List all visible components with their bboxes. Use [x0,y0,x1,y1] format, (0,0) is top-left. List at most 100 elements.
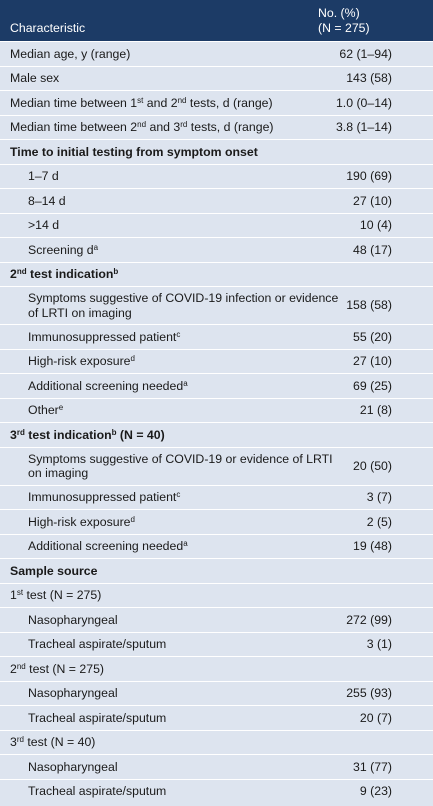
label-text: test (N = 275) [23,588,102,602]
table-row: >14 d 10 (4) [0,212,433,237]
superscript: c [176,329,181,339]
superscript: e [58,403,64,412]
label-text: and 3 [146,120,181,134]
value-cell: 20 (7) [359,710,392,725]
label-text: Immunosuppressed patient [28,329,177,344]
label-cell: Immunosuppressed patientc [0,330,347,345]
label-text: Immunosuppressed patient [28,490,177,504]
label-text: test (N = 275) [25,661,105,676]
superscript: rd [16,735,24,744]
label-text: 3 [10,427,17,442]
label-text: and 2 [143,95,178,110]
table-row: Immunosuppressed patientc 55 (20) [0,324,433,349]
table-row: Nasopharyngeal 31 (77) [0,754,433,779]
value-cell: 190 (69) [346,169,392,183]
label-text: Nasopharyngeal [28,612,118,627]
value-cell: 27 (10) [353,193,392,208]
label-text: Tracheal aspirate/sputum [28,710,167,725]
label-cell: Additional screening neededa [0,539,347,554]
value-cell: 3 (7) [366,490,392,504]
table-row: Tracheal aspirate/sputum 20 (7) [0,705,433,730]
label-text: 2 [10,661,17,676]
value-cell: 10 (4) [359,218,392,232]
value-cell: 55 (20) [353,329,392,344]
table-row: 8–14 d 27 (10) [0,188,433,213]
value-cell: 272 (99) [346,612,392,627]
label-cell: Symptoms suggestive of COVID-19 infectio… [0,291,340,320]
label-cell: 2nd test indicationb [0,267,433,282]
value-cell: 69 (25) [353,378,392,393]
superscript: a [183,539,188,548]
label-text: test indication [24,427,112,442]
label-text: 8–14 d [28,193,66,208]
label-text: tests, d (range) [186,95,273,110]
value-cell: 143 (58) [346,71,392,85]
table-row: Median time between 2nd and 3rd tests, d… [0,114,433,139]
label-text: (N = 40) [116,427,165,442]
value-cell: 3 (1) [366,637,392,651]
header-cell: No. (%) (N = 275) [318,6,433,36]
label-text: Screening d [28,242,94,257]
label-text: test (N = 40) [23,735,96,749]
label-text: High-risk exposure [28,514,131,529]
label-text: Median time between 1 [10,95,138,110]
superscript: st [137,95,144,105]
superscript: b [113,267,119,276]
section-heading-row: Sample source [0,558,433,583]
label-cell: High-risk exposured [0,515,361,530]
label-text: Median age, y (range) [10,46,131,61]
table-row: Tracheal aspirate/sputum 3 (1) [0,631,433,656]
superscript: nd [177,95,187,105]
label-cell: Tracheal aspirate/sputum [0,711,354,726]
value-cell: 158 (58) [346,298,392,313]
superscript: rd [180,120,188,129]
header-text: (N = 275) [318,21,370,35]
label-cell: Nasopharyngeal [0,686,340,701]
label-cell: Nasopharyngeal [0,760,347,775]
label-text: Symptoms suggestive of COVID-19 infectio… [28,291,339,320]
table-row: Median age, y (range) 62 (1–94) [0,41,433,66]
label-cell: Time to initial testing from symptom ons… [0,145,433,160]
label-cell: Sample source [0,564,433,579]
section-heading-row: 3rd test indicationb (N = 40) [0,422,433,447]
label-text: Nasopharyngeal [28,759,118,774]
superscript: c [176,490,181,499]
value-cell: 255 (93) [346,686,392,700]
label-cell: Nasopharyngeal [0,613,340,628]
label-text: Median time between 2 [10,120,138,134]
label-cell: 2nd test (N = 275) [0,662,433,677]
label-text: Symptoms suggestive of COVID-19 or evide… [28,451,333,481]
label-text: Sample source [10,563,98,578]
label-cell: 1st test (N = 275) [0,588,433,603]
label-cell: Othere [0,403,354,418]
label-cell: Median time between 1st and 2nd tests, d… [0,96,330,111]
superscript: a [183,378,188,388]
value-cell: 20 (50) [353,458,392,473]
table-row: Othere 21 (8) [0,397,433,422]
superscript: nd [137,120,147,129]
label-text: Additional screening needed [28,539,184,553]
table-row: High-risk exposured 2 (5) [0,509,433,534]
label-text: High-risk exposure [28,354,131,368]
label-text: tests, d (range) [187,120,274,134]
table-row: Tracheal aspirate/sputum 9 (23) [0,778,433,803]
superscript: st [16,588,24,597]
header-text: No. (%) [318,6,360,20]
label-cell: 3rd test (N = 40) [0,735,433,750]
value-cell: 9 (23) [359,784,392,798]
label-cell: Median age, y (range) [0,47,333,62]
value-cell: 3.8 (1–14) [335,120,392,134]
superscript: b [111,427,117,437]
value-cell: 21 (8) [359,403,392,417]
label-cell: Median time between 2nd and 3rd tests, d… [0,120,330,135]
superscript: d [130,514,135,524]
section-heading-row: 2nd test indicationb [0,261,433,286]
label-text: Nasopharyngeal [28,686,118,700]
section-heading-row: Time to initial testing from symptom ons… [0,139,433,164]
label-text: Additional screening needed [28,378,184,393]
label-text: Time to initial testing from symptom ons… [10,144,258,159]
label-cell: High-risk exposured [0,354,347,369]
label-text: Tracheal aspirate/sputum [28,784,167,798]
